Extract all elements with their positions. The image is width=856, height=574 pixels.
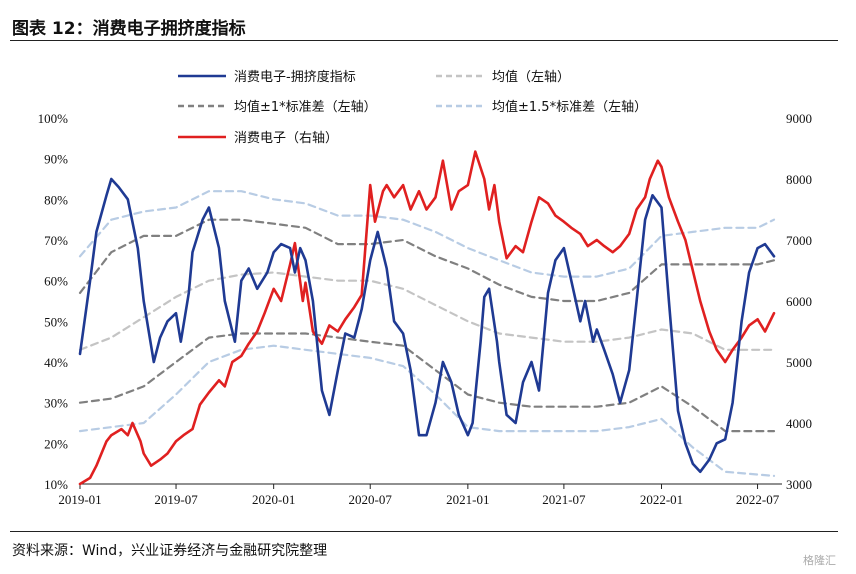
y-left-tick-label: 20% (44, 436, 68, 451)
x-tick-label: 2019-01 (58, 492, 101, 507)
series-line-6 (78, 150, 776, 486)
title-rule (10, 40, 838, 41)
series-line-0 (78, 177, 776, 474)
series-layer (78, 150, 776, 486)
y-right-tick-label: 8000 (786, 172, 812, 187)
x-tick-label: 2021-01 (446, 492, 489, 507)
legend-label: 消费电子（右轴） (234, 131, 338, 146)
watermark: 格隆汇 (803, 554, 836, 567)
legend-label: 均值（左轴） (492, 69, 570, 85)
y-left-tick-label: 40% (44, 355, 68, 370)
legend-label: 均值±1*标准差（左轴） (234, 99, 377, 115)
y-right-tick-label: 6000 (786, 294, 812, 309)
y-right-tick-label: 5000 (786, 355, 812, 370)
y-right-tick-label: 3000 (786, 477, 812, 492)
x-tick-label: 2022-01 (640, 492, 683, 507)
axes: 2019-01 2019-07 2020-01 2020-07 2021-01 2021-… (38, 111, 812, 507)
y-right-tick-label: 9000 (786, 111, 812, 126)
y-left-tick-label: 50% (44, 314, 68, 329)
x-tick-label: 2020-01 (252, 492, 295, 507)
x-tick-label: 2021-07 (542, 492, 586, 507)
y-right-tick-label: 7000 (786, 233, 812, 248)
source-rule (10, 531, 838, 532)
x-tick-label: 2020-07 (349, 492, 393, 507)
y-left-tick-label: 70% (44, 233, 68, 248)
series-line-3 (78, 332, 776, 433)
x-tick-label: 2022-07 (736, 492, 780, 507)
y-left-tick-label: 100% (38, 111, 69, 126)
legend: 消费电子-拥挤度指标 均值（左轴） 均值±1*标准差（左轴） 均值±1.5*标准差（左… (178, 69, 647, 146)
y-left-tick-label: 60% (44, 274, 68, 289)
x-tick-label: 2019-07 (154, 492, 198, 507)
series-line-1 (78, 271, 776, 351)
figure-title: 图表 12：消费电子拥挤度指标 (12, 19, 246, 39)
y-left-tick-label: 80% (44, 192, 68, 207)
series-line-4 (78, 190, 776, 278)
y-left-tick-label: 30% (44, 396, 68, 411)
y-left-tick-label: 90% (44, 152, 68, 167)
source-note: 资料来源：Wind，兴业证券经济与金融研究院整理 (12, 543, 328, 559)
legend-label: 消费电子-拥挤度指标 (234, 69, 356, 85)
y-right-tick-label: 4000 (786, 416, 812, 431)
y-left-tick-label: 10% (44, 477, 68, 492)
legend-label: 均值±1.5*标准差（左轴） (492, 99, 647, 115)
series-line-2 (78, 218, 776, 303)
series-line-5 (78, 344, 776, 477)
